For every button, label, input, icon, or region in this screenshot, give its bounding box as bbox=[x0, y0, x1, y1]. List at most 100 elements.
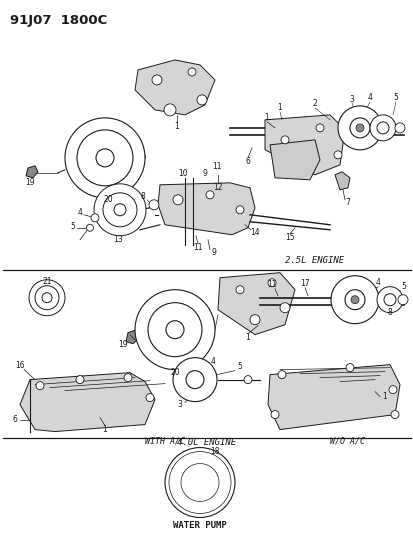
Text: 4: 4 bbox=[210, 357, 215, 366]
Circle shape bbox=[124, 374, 132, 382]
Circle shape bbox=[397, 295, 407, 305]
Text: 17: 17 bbox=[299, 279, 309, 288]
Text: 19: 19 bbox=[25, 179, 35, 187]
Circle shape bbox=[86, 224, 93, 231]
Text: 5: 5 bbox=[393, 93, 397, 102]
Circle shape bbox=[91, 214, 99, 222]
Circle shape bbox=[35, 286, 59, 310]
Circle shape bbox=[188, 68, 195, 76]
Text: 1: 1 bbox=[264, 114, 269, 123]
Text: 4.0L ENGINE: 4.0L ENGINE bbox=[177, 438, 236, 447]
Circle shape bbox=[185, 370, 204, 389]
Circle shape bbox=[349, 118, 369, 138]
Circle shape bbox=[103, 193, 137, 227]
Circle shape bbox=[147, 303, 202, 357]
Circle shape bbox=[29, 280, 65, 316]
Text: 4: 4 bbox=[375, 278, 380, 287]
Circle shape bbox=[169, 451, 230, 513]
Circle shape bbox=[149, 200, 159, 210]
Circle shape bbox=[235, 206, 243, 214]
Text: 6: 6 bbox=[245, 157, 250, 166]
Circle shape bbox=[337, 106, 381, 150]
Polygon shape bbox=[20, 373, 154, 432]
Text: 1: 1 bbox=[245, 333, 250, 342]
Text: 1: 1 bbox=[277, 103, 282, 112]
Circle shape bbox=[176, 458, 223, 506]
Circle shape bbox=[280, 136, 288, 144]
Circle shape bbox=[243, 376, 252, 384]
Text: 11: 11 bbox=[267, 280, 276, 289]
Circle shape bbox=[96, 149, 114, 167]
Circle shape bbox=[165, 448, 235, 518]
Circle shape bbox=[369, 115, 395, 141]
Circle shape bbox=[135, 290, 214, 369]
Polygon shape bbox=[135, 60, 214, 115]
Text: 3: 3 bbox=[349, 95, 354, 104]
Text: 1: 1 bbox=[382, 392, 387, 401]
Circle shape bbox=[197, 95, 206, 105]
Text: W/O A/C: W/O A/C bbox=[330, 437, 365, 446]
Circle shape bbox=[235, 286, 243, 294]
Text: 8: 8 bbox=[140, 192, 145, 201]
Circle shape bbox=[206, 191, 214, 199]
Circle shape bbox=[77, 130, 133, 186]
Circle shape bbox=[277, 370, 285, 378]
Circle shape bbox=[330, 276, 378, 324]
Circle shape bbox=[279, 303, 289, 313]
Text: 10: 10 bbox=[178, 169, 188, 179]
Text: 5: 5 bbox=[70, 222, 75, 231]
Circle shape bbox=[355, 124, 363, 132]
Text: 2: 2 bbox=[312, 99, 317, 108]
Circle shape bbox=[350, 296, 358, 304]
Circle shape bbox=[173, 195, 183, 205]
Polygon shape bbox=[267, 365, 399, 430]
Text: 4: 4 bbox=[367, 93, 372, 102]
Text: 12: 12 bbox=[213, 183, 222, 192]
Circle shape bbox=[42, 293, 52, 303]
Circle shape bbox=[166, 321, 183, 338]
Text: 13: 13 bbox=[113, 235, 123, 244]
Text: 5: 5 bbox=[237, 362, 242, 371]
Circle shape bbox=[271, 410, 278, 418]
Text: 6: 6 bbox=[12, 415, 17, 424]
Text: 91J07  1800C: 91J07 1800C bbox=[10, 14, 107, 27]
Polygon shape bbox=[158, 183, 254, 235]
Circle shape bbox=[315, 124, 323, 132]
Text: WATER PUMP: WATER PUMP bbox=[173, 521, 226, 530]
Text: 21: 21 bbox=[42, 277, 52, 286]
Circle shape bbox=[249, 314, 259, 325]
Text: 1: 1 bbox=[102, 425, 107, 434]
Circle shape bbox=[376, 122, 388, 134]
Circle shape bbox=[345, 364, 353, 372]
Text: 11: 11 bbox=[212, 163, 221, 171]
Circle shape bbox=[152, 75, 161, 85]
Text: 8: 8 bbox=[387, 308, 392, 317]
Circle shape bbox=[390, 410, 398, 418]
Circle shape bbox=[76, 376, 84, 384]
Text: 14: 14 bbox=[249, 228, 259, 237]
Polygon shape bbox=[218, 273, 294, 335]
Text: 5: 5 bbox=[401, 282, 406, 291]
Circle shape bbox=[164, 104, 176, 116]
Circle shape bbox=[180, 464, 218, 502]
Circle shape bbox=[114, 204, 126, 216]
Circle shape bbox=[36, 382, 44, 390]
Text: 1: 1 bbox=[174, 123, 179, 131]
Text: 2.5L ENGINE: 2.5L ENGINE bbox=[285, 256, 344, 265]
Circle shape bbox=[388, 385, 396, 393]
Text: WITH A/C: WITH A/C bbox=[145, 437, 185, 446]
Text: 20: 20 bbox=[103, 195, 112, 204]
Circle shape bbox=[192, 474, 207, 490]
Circle shape bbox=[333, 151, 341, 159]
Polygon shape bbox=[126, 330, 140, 344]
Text: 7: 7 bbox=[345, 198, 349, 207]
Circle shape bbox=[376, 287, 402, 313]
Polygon shape bbox=[26, 166, 38, 178]
Text: 19: 19 bbox=[118, 340, 128, 349]
Circle shape bbox=[383, 294, 395, 306]
Polygon shape bbox=[264, 115, 344, 175]
Text: 18: 18 bbox=[210, 447, 219, 456]
Text: 9: 9 bbox=[211, 248, 216, 257]
Text: 9: 9 bbox=[202, 169, 207, 179]
Polygon shape bbox=[334, 172, 349, 190]
